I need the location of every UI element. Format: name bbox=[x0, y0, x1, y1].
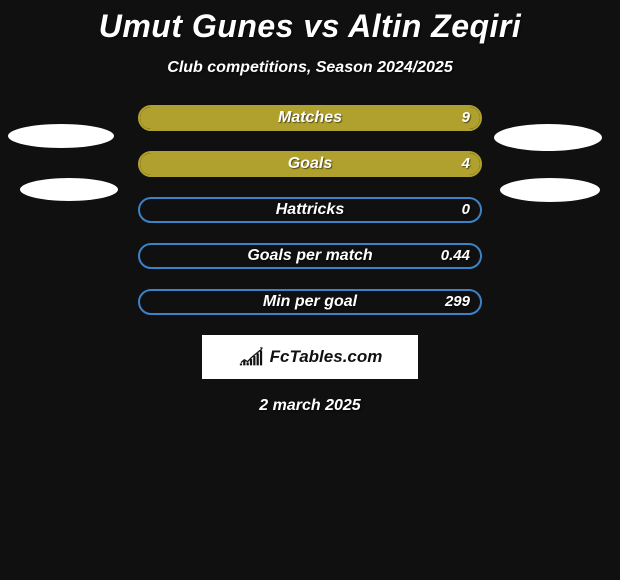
bar-track bbox=[138, 105, 482, 131]
bar-fill bbox=[140, 153, 480, 175]
stats-bar-chart: Matches9 Goals4 Hattricks0 Goals per match0… bbox=[0, 105, 620, 315]
stat-row: Hattricks0 bbox=[0, 197, 620, 223]
logo-text: FcTables.com bbox=[270, 347, 383, 367]
bar-fill bbox=[140, 107, 480, 129]
stat-row: Goals4 bbox=[0, 151, 620, 177]
page-title: Umut Gunes vs Altin Zeqiri bbox=[0, 0, 620, 45]
comparison-infographic: Umut Gunes vs Altin Zeqiri Club competit… bbox=[0, 0, 620, 580]
stat-row: Matches9 bbox=[0, 105, 620, 131]
bar-chart-icon bbox=[238, 347, 264, 367]
bar-track bbox=[138, 151, 482, 177]
fctables-logo: FcTables.com bbox=[202, 335, 418, 379]
stat-row: Goals per match0.44 bbox=[0, 243, 620, 269]
subtitle: Club competitions, Season 2024/2025 bbox=[0, 59, 620, 77]
bar-track bbox=[138, 197, 482, 223]
bar-track bbox=[138, 243, 482, 269]
bar-track bbox=[138, 289, 482, 315]
date-label: 2 march 2025 bbox=[0, 397, 620, 415]
stat-row: Min per goal299 bbox=[0, 289, 620, 315]
